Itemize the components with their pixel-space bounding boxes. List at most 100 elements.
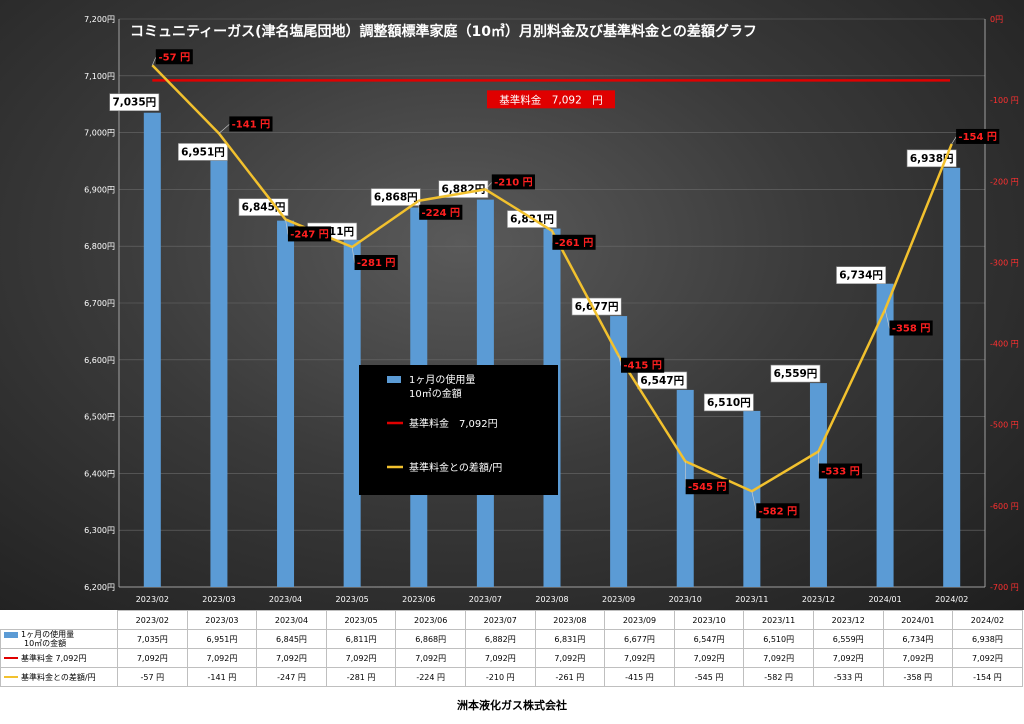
table-cell: 7,092円	[534, 648, 606, 668]
data-table-section: 2023/02 2023/03 2023/04 2023/05 2023/06 2023/…	[0, 610, 1024, 689]
diff-label-leader	[884, 309, 890, 329]
bar-value-label-box	[370, 188, 421, 206]
table-cell: -141 円	[186, 667, 258, 687]
bar-value-label-box	[109, 93, 160, 112]
bar-value-label: 6,868円	[374, 192, 418, 204]
table-header-cell: 2023/05	[325, 610, 397, 630]
x-tick-label: 2023/12	[802, 595, 835, 604]
table-header-cell: 2023/03	[186, 610, 258, 630]
y-right-tick-label: -600 円	[990, 502, 1019, 511]
chart-title: コミュニティーガス(津名塩尾団地）調整額標準家庭（10㎥）月別料金及び基準料金と…	[130, 24, 757, 40]
bar-value-label-box	[238, 198, 289, 216]
diff-value-label-box	[756, 503, 800, 519]
diff-label-leader	[951, 136, 957, 145]
legend-item-label: 1ヶ月の使用量	[409, 373, 475, 386]
y-left-tick-label: 6,800円	[84, 242, 115, 251]
table-cell: 6,845円	[256, 629, 327, 649]
table-cell: -415 円	[604, 667, 675, 687]
table-cell: 7,092円	[395, 648, 466, 668]
diff-value-label-box	[491, 174, 535, 190]
table-cell: 7,092円	[952, 648, 1023, 668]
row-label-text: 基準料金との差額/円	[21, 672, 96, 682]
diff-value-label: -582 円	[759, 505, 798, 517]
legend-item-label: 基準料金との差額/円	[409, 461, 502, 474]
diff-value-label: -154 円	[958, 131, 997, 143]
row-label-text: 基準料金 7,092円	[21, 653, 87, 663]
bar	[210, 160, 228, 587]
table-header-cell: 2023/11	[743, 610, 814, 630]
diff-label-leader	[351, 246, 355, 264]
table-cell: 7,092円	[743, 648, 814, 668]
legend-item-label: 10㎥の金額	[409, 387, 462, 400]
y-left-tick-label: 6,400円	[84, 469, 115, 478]
baseline-label-box	[487, 90, 615, 109]
bar-value-label: 6,938円	[910, 153, 954, 165]
x-tick-label: 2023/11	[735, 595, 768, 604]
bar	[277, 220, 295, 587]
x-tick-label: 2023/08	[535, 595, 568, 604]
table-cell: 6,677円	[604, 629, 675, 649]
table-cell: -281 円	[325, 667, 397, 687]
table-cell: 6,831円	[534, 629, 606, 649]
y-left-tick-label: 6,600円	[84, 356, 115, 365]
bar-value-label-box	[770, 364, 821, 383]
table-cell: -582 円	[743, 667, 814, 687]
table-cell: 7,092円	[882, 648, 954, 668]
diff-value-label: -141 円	[232, 118, 271, 130]
bar	[876, 283, 894, 587]
table-cell: 6,734円	[882, 629, 954, 649]
table-cell: 7,092円	[464, 648, 536, 668]
table-cell: -261 円	[534, 667, 606, 687]
table-header-cell: 2024/02	[952, 610, 1023, 630]
y-right-tick-label: -400 円	[990, 340, 1019, 349]
table-cell: -247 円	[256, 667, 327, 687]
diff-label-leader	[751, 491, 757, 512]
table-cell: -545 円	[673, 667, 745, 687]
y-right-tick-label: -100 円	[990, 96, 1019, 105]
bar-value-label-box	[178, 143, 228, 161]
x-tick-label: 2023/07	[469, 595, 502, 604]
table-cell: -224 円	[395, 667, 466, 687]
table-cell: 7,092円	[604, 648, 675, 668]
table-cell: 6,510円	[743, 629, 814, 649]
bar-value-label-box	[703, 393, 754, 412]
legend-key-icon	[4, 676, 18, 678]
table-cell: -154 円	[952, 667, 1023, 687]
table-cell: 7,092円	[117, 648, 188, 668]
y-right-tick-label: -700 円	[990, 583, 1019, 592]
diff-value-label: -545 円	[688, 481, 727, 493]
table-row-label: 基準料金 7,092円	[0, 648, 118, 668]
table-header-cell: 2023/08	[534, 610, 606, 630]
table-header-cell: 2023/02	[117, 610, 188, 630]
table-cell: 6,868円	[395, 629, 466, 649]
table-cell: -358 円	[882, 667, 954, 687]
diff-value-label-box	[354, 255, 398, 271]
x-tick-label: 2023/05	[336, 595, 369, 604]
y-left-tick-label: 6,900円	[84, 185, 115, 194]
table-header-row: 2023/02 2023/03 2023/04 2023/05 2023/06 2023/…	[0, 610, 1023, 630]
x-tick-label: 2024/02	[935, 595, 968, 604]
table-cell: 7,092円	[673, 648, 745, 668]
bar-value-label-box	[836, 266, 886, 284]
bar-value-label: 6,734円	[839, 270, 883, 282]
diff-value-label-box	[818, 463, 863, 479]
table-cell: 7,092円	[186, 648, 258, 668]
table-cell: 7,092円	[256, 648, 327, 668]
diff-label-leader	[285, 219, 289, 235]
table-header-cell: 2024/01	[882, 610, 954, 630]
y-left-tick-label: 7,200円	[84, 15, 115, 24]
bar	[809, 383, 827, 587]
legend-bar-swatch	[387, 376, 401, 383]
bar-value-label: 6,882円	[442, 184, 486, 196]
bar-value-label: 7,035円	[112, 97, 156, 109]
legend-key-icon	[4, 657, 18, 659]
diff-value-label: -224 円	[422, 207, 461, 219]
x-tick-label: 2023/10	[669, 595, 702, 604]
table-header-cell: 2023/06	[395, 610, 466, 630]
table-row-label: 1ヶ月の使用量 10㎥の金額	[0, 629, 118, 649]
data-table: 2023/02 2023/03 2023/04 2023/05 2023/06 2023/…	[0, 610, 1023, 687]
x-tick-label: 2023/02	[136, 595, 169, 604]
diff-label-leader	[485, 182, 493, 190]
legend-key-icon	[4, 631, 18, 638]
table-cell: 6,951円	[186, 629, 258, 649]
